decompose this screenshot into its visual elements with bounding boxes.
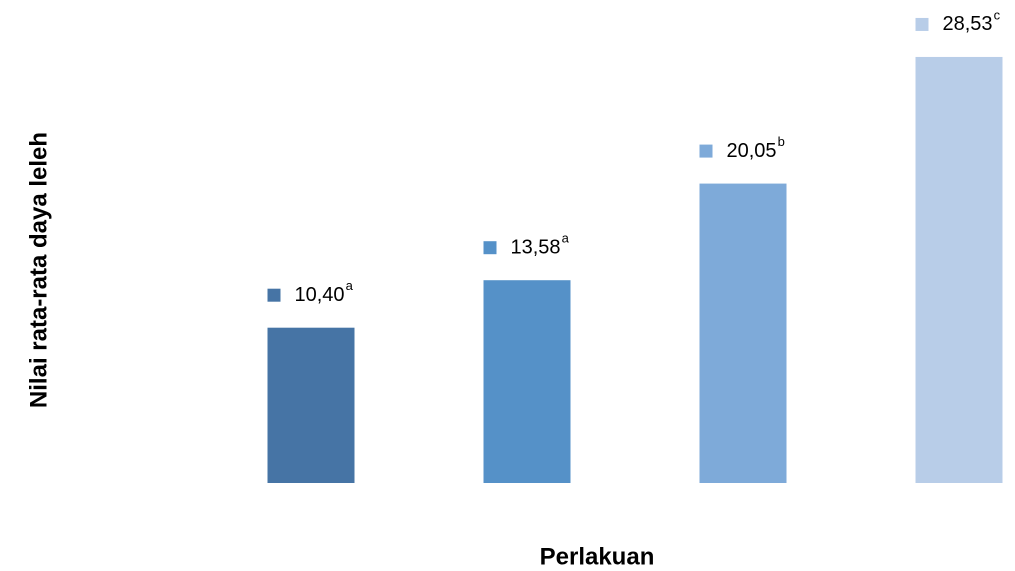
data-label: 28,53: [943, 13, 993, 35]
label-marker: [267, 288, 281, 302]
data-label-superscript: a: [346, 278, 354, 293]
bar: [267, 327, 355, 483]
data-label-superscript: c: [994, 7, 1001, 22]
bar: [915, 56, 1003, 484]
data-label: 13,58: [511, 236, 561, 258]
bar: [483, 280, 571, 483]
x-axis-title: Perlakuan: [540, 543, 655, 570]
data-label-superscript: a: [562, 231, 570, 246]
data-label: 20,05: [727, 140, 777, 162]
data-label: 10,40: [295, 284, 345, 306]
bar: [699, 183, 787, 483]
label-marker: [915, 17, 929, 31]
y-axis-title: Nilai rata-rata daya leleh: [25, 132, 52, 408]
label-marker: [483, 241, 497, 255]
label-marker: [699, 144, 713, 158]
data-label-superscript: b: [778, 134, 785, 149]
